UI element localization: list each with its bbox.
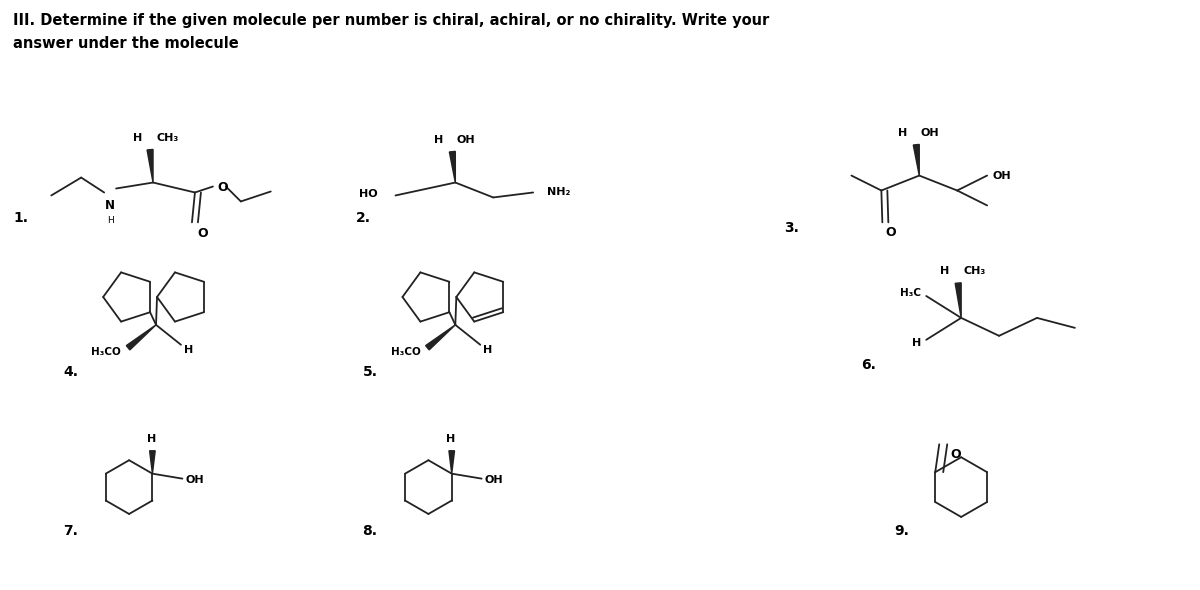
Text: CH₃: CH₃ [964,266,985,276]
Text: 3.: 3. [785,221,799,235]
Text: OH: OH [185,474,204,484]
Text: NH₂: NH₂ [547,188,570,198]
Polygon shape [955,283,961,318]
Text: H: H [912,337,922,348]
Text: H: H [940,266,949,276]
Text: 4.: 4. [64,365,78,379]
Text: N: N [106,199,115,212]
Text: OH: OH [992,171,1010,181]
Text: 5.: 5. [362,365,378,379]
Text: answer under the molecule: answer under the molecule [13,36,239,51]
Text: OH: OH [920,128,938,137]
Text: HO: HO [359,189,378,199]
Text: H₃CO: H₃CO [91,347,121,357]
Text: 8.: 8. [362,524,378,538]
Text: O: O [217,181,228,194]
Text: H: H [184,345,193,355]
Polygon shape [913,145,919,176]
Text: H: H [446,434,455,444]
Polygon shape [449,152,455,182]
Text: O: O [950,448,961,461]
Text: H: H [484,345,492,355]
Polygon shape [148,149,154,182]
Text: O: O [197,227,208,240]
Polygon shape [426,325,455,350]
Text: O: O [886,227,896,240]
Text: 7.: 7. [64,524,78,538]
Text: H: H [107,216,114,225]
Text: H₃C: H₃C [900,288,922,298]
Text: 6.: 6. [862,358,876,372]
Text: H: H [146,434,156,444]
Text: III. Determine if the given molecule per number is chiral, achiral, or no chiral: III. Determine if the given molecule per… [13,14,769,28]
Text: H₃CO: H₃CO [391,347,420,357]
Text: 1.: 1. [13,211,29,225]
Polygon shape [126,325,156,350]
Text: 9.: 9. [894,524,910,538]
Text: CH₃: CH₃ [156,133,179,143]
Polygon shape [449,451,455,474]
Text: H: H [133,133,142,143]
Text: OH: OH [456,135,475,145]
Text: 2.: 2. [355,211,371,225]
Text: OH: OH [485,474,503,484]
Text: H: H [898,128,907,137]
Polygon shape [150,451,155,474]
Text: H: H [434,135,443,145]
